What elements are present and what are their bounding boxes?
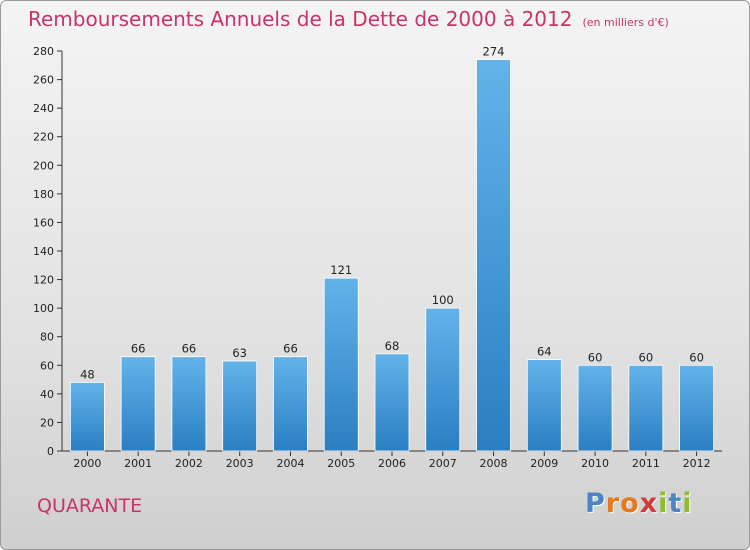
y-tick-label: 80	[40, 331, 54, 344]
bar-2012	[679, 364, 715, 452]
y-tick-label: 140	[33, 245, 54, 258]
bar-2002	[171, 356, 207, 452]
x-tick-label-2007: 2007	[429, 457, 457, 470]
bar-2008	[476, 59, 511, 452]
y-tick-label: 40	[40, 388, 54, 401]
y-tick-label: 260	[33, 74, 54, 87]
logo-letter: P	[585, 488, 606, 519]
x-tick-label-2001: 2001	[124, 457, 152, 470]
value-label-2006: 68	[385, 339, 400, 353]
logo-letter: x	[639, 488, 659, 519]
x-tick-label-2002: 2002	[175, 457, 203, 470]
x-tick-label-2008: 2008	[480, 457, 508, 470]
value-label-2001: 66	[131, 342, 146, 356]
value-label-2012: 60	[689, 350, 704, 364]
y-tick-label: 0	[47, 445, 54, 458]
commune-name: QUARANTE	[37, 495, 143, 517]
value-label-2002: 66	[182, 342, 197, 356]
x-tick-label-2000: 2000	[73, 457, 101, 470]
title-unit: (en milliers d'€)	[582, 16, 669, 29]
bar-2005	[323, 277, 359, 452]
bar-2004	[273, 356, 308, 452]
value-label-2010: 60	[588, 350, 603, 364]
value-label-2005: 121	[330, 263, 352, 277]
logo-letter: o	[620, 488, 640, 519]
value-label-2009: 64	[537, 345, 552, 359]
x-tick-label-2012: 2012	[683, 457, 711, 470]
logo-letter: r	[605, 488, 621, 519]
y-tick-label: 120	[33, 274, 54, 287]
value-label-2008: 274	[483, 45, 505, 59]
x-tick-label-2003: 2003	[226, 457, 254, 470]
bar-2007	[425, 307, 461, 452]
y-tick-label: 180	[33, 188, 54, 201]
title-text: Remboursements Annuels de la Dette de 20…	[28, 7, 573, 31]
value-label-2000: 48	[80, 367, 95, 381]
value-label-2011: 60	[639, 350, 654, 364]
x-tick-label-2005: 2005	[327, 457, 355, 470]
logo-letter: i	[658, 488, 669, 519]
x-tick-label-2009: 2009	[530, 457, 558, 470]
bar-2011	[628, 364, 664, 452]
logo-letter: t	[668, 488, 683, 519]
y-tick-label: 220	[33, 131, 54, 144]
value-label-2003: 63	[232, 346, 247, 360]
bar-2003	[222, 360, 258, 452]
value-label-2004: 66	[283, 342, 298, 356]
y-tick-label: 20	[40, 416, 54, 429]
x-tick-label-2011: 2011	[632, 457, 660, 470]
y-tick-label: 160	[33, 216, 54, 229]
y-tick-label: 280	[33, 45, 54, 58]
y-tick-label: 100	[33, 302, 54, 315]
proxiti-logo: Proxiti	[585, 488, 693, 519]
logo-letter: i	[682, 488, 693, 519]
bar-2000	[69, 382, 105, 452]
y-tick-label: 60	[40, 359, 54, 372]
y-tick-label: 200	[33, 159, 54, 172]
chart-title: Remboursements Annuels de la Dette de 20…	[28, 7, 669, 31]
bar-2006	[374, 353, 410, 452]
bar-2010	[577, 364, 613, 452]
y-tick-label: 240	[33, 102, 54, 115]
bar-2009	[526, 359, 562, 452]
bar-2001	[120, 356, 156, 452]
x-tick-label-2006: 2006	[378, 457, 406, 470]
x-tick-label-2004: 2004	[276, 457, 304, 470]
value-label-2007: 100	[432, 293, 454, 307]
x-tick-label-2010: 2010	[581, 457, 609, 470]
